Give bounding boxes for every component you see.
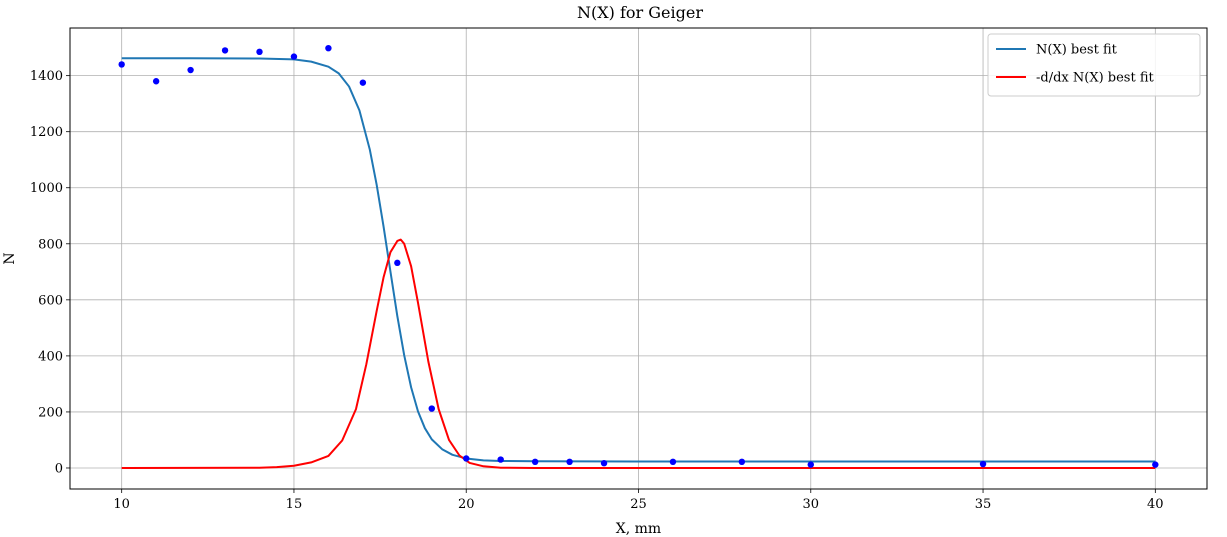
data-point <box>497 456 504 463</box>
data-point <box>118 61 125 68</box>
data-point <box>256 48 263 56</box>
data-point <box>187 66 194 74</box>
legend-label-nx-fit: N(X) best fit <box>1036 43 1118 58</box>
data-point <box>428 405 435 412</box>
x-tick-label: 10 <box>113 497 130 512</box>
data-point <box>290 53 298 60</box>
legend-box <box>987 33 1201 97</box>
y-tick-label: 600 <box>38 293 63 308</box>
data-point <box>359 79 367 86</box>
plot-data <box>118 44 1159 469</box>
data-point <box>1152 461 1159 468</box>
x-tick-label: 30 <box>802 497 819 512</box>
data-point <box>531 458 539 466</box>
y-tick-label: 0 <box>55 461 63 476</box>
y-axis-title: N <box>2 252 18 264</box>
x-axis-title: X, mm <box>616 521 661 537</box>
grid <box>70 28 1207 489</box>
y-tick-label: 1400 <box>30 69 63 84</box>
data-point <box>463 455 470 462</box>
x-tick-label: 25 <box>630 497 647 512</box>
y-tick-label: 800 <box>38 237 63 252</box>
series-line-nx-fit <box>121 57 1156 463</box>
data-point <box>600 460 608 467</box>
x-tick-label: 15 <box>286 497 303 512</box>
y-tick-label: 1000 <box>30 181 63 196</box>
legend-label-derivative-fit: -d/dx N(X) best fit <box>1036 71 1154 86</box>
y-tick-label: 1200 <box>30 125 63 140</box>
y-tick-label: 200 <box>38 405 63 420</box>
x-tick-label: 35 <box>975 497 992 512</box>
legend: N(X) best fit -d/dx N(X) best fit <box>987 33 1201 97</box>
x-tick-label: 20 <box>458 497 475 512</box>
data-point <box>394 259 401 267</box>
chart-title: N(X) for Geiger <box>577 3 703 22</box>
data-point <box>221 47 229 54</box>
data-point <box>152 78 160 85</box>
data-point <box>669 458 677 466</box>
y-tick-label: 400 <box>38 349 63 364</box>
data-point <box>738 458 746 466</box>
series-line-derivative-fit <box>121 238 1156 469</box>
data-point <box>325 44 332 52</box>
x-tick-label: 40 <box>1147 497 1164 512</box>
data-point <box>566 458 573 466</box>
data-point <box>807 461 814 468</box>
data-point <box>979 460 987 468</box>
